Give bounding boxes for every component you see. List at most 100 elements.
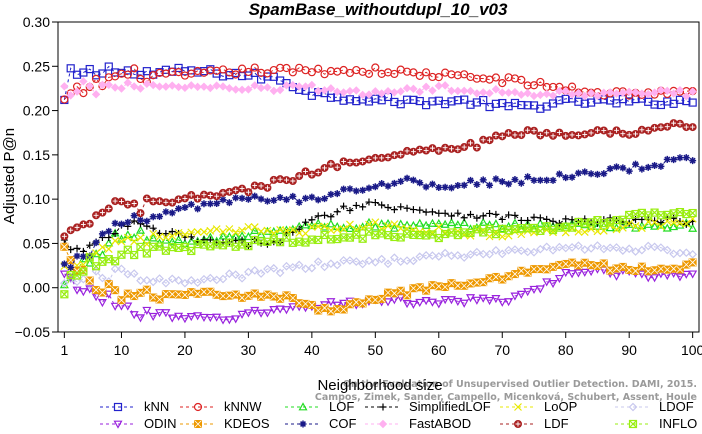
data-point [244, 67, 253, 77]
data-point [434, 146, 443, 155]
data-point [453, 145, 462, 154]
data-point [587, 170, 595, 178]
data-point [326, 159, 335, 168]
data-point [142, 285, 151, 294]
legend-label: ODIN [144, 416, 177, 431]
data-point [675, 119, 684, 128]
data-point [91, 74, 101, 83]
legend-label: SimplifiedLOF [409, 399, 491, 414]
data-point [555, 128, 564, 137]
data-point [378, 180, 386, 188]
data-point [377, 89, 386, 98]
data-point [142, 79, 152, 89]
x-tick-label: 70 [494, 342, 510, 358]
data-point [415, 87, 424, 97]
data-point [656, 123, 665, 132]
data-point [79, 88, 88, 98]
data-point [574, 241, 583, 251]
legend-marker [193, 402, 203, 412]
data-point [111, 257, 120, 266]
data-point [130, 250, 139, 260]
data-point [427, 218, 437, 227]
data-point [688, 208, 697, 218]
data-point [225, 225, 234, 233]
data-point [288, 68, 297, 77]
data-point [624, 219, 634, 228]
data-point [294, 82, 304, 91]
data-point [536, 131, 545, 140]
data-point [200, 236, 208, 244]
data-point [682, 92, 691, 101]
data-point [549, 217, 557, 225]
y-tick-label: 0.30 [23, 14, 50, 30]
legend-label: LDOF [659, 399, 694, 414]
data-point [301, 82, 310, 91]
data-point [110, 83, 120, 92]
data-point [504, 88, 513, 97]
data-point [574, 88, 583, 98]
data-point [167, 274, 177, 284]
legend-item-knnw: kNNW [180, 399, 262, 414]
x-tick-label: 20 [177, 342, 193, 358]
data-point [187, 288, 196, 297]
data-point [186, 276, 196, 285]
data-point [148, 233, 158, 242]
data-point [580, 228, 589, 237]
data-point [237, 64, 247, 73]
data-point [73, 244, 81, 252]
data-point [117, 197, 126, 206]
data-point [86, 252, 94, 260]
data-point [218, 82, 228, 91]
data-point [428, 72, 437, 82]
data-point [205, 313, 215, 323]
data-point [485, 89, 494, 98]
data-point [505, 180, 513, 188]
data-point [402, 67, 412, 76]
data-point [409, 256, 418, 266]
series-line [64, 157, 693, 269]
data-point [567, 82, 577, 91]
data-point [148, 80, 158, 90]
data-point [364, 69, 374, 78]
y-tick-label: 0.20 [23, 103, 50, 119]
data-point [320, 222, 330, 231]
data-point [321, 195, 329, 203]
data-point [472, 296, 482, 305]
y-tick-label: 0.05 [23, 235, 50, 251]
data-point [174, 82, 183, 92]
data-point [491, 245, 501, 255]
data-point [244, 222, 253, 231]
data-point [98, 69, 107, 78]
data-point [612, 126, 621, 135]
data-point [605, 243, 615, 253]
data-point [485, 249, 494, 259]
data-point [669, 249, 678, 259]
data-point [542, 128, 551, 137]
data-point [85, 64, 94, 74]
data-point [200, 228, 208, 236]
legend-marker [514, 403, 522, 411]
data-point [516, 246, 526, 256]
data-point [149, 224, 157, 232]
series-ldf [60, 119, 697, 241]
data-point [548, 279, 558, 289]
y-axis: −0.05 0.00 0.05 0.10 0.15 0.20 0.25 0.30 [15, 14, 58, 340]
legend-item-lof: LOF [285, 399, 354, 414]
data-point [263, 69, 272, 78]
legend-label: COF [329, 416, 357, 431]
data-point [85, 81, 94, 91]
data-point [555, 96, 564, 105]
data-point [600, 170, 608, 178]
data-point [428, 208, 436, 216]
data-point [478, 294, 488, 303]
data-point [161, 278, 171, 288]
data-point [447, 97, 456, 106]
data-point [428, 97, 437, 106]
data-point [326, 84, 336, 93]
data-point [466, 250, 475, 259]
data-point [104, 80, 113, 90]
data-point [320, 222, 329, 231]
data-point [409, 84, 418, 94]
data-point [593, 227, 602, 236]
data-point [79, 267, 88, 276]
